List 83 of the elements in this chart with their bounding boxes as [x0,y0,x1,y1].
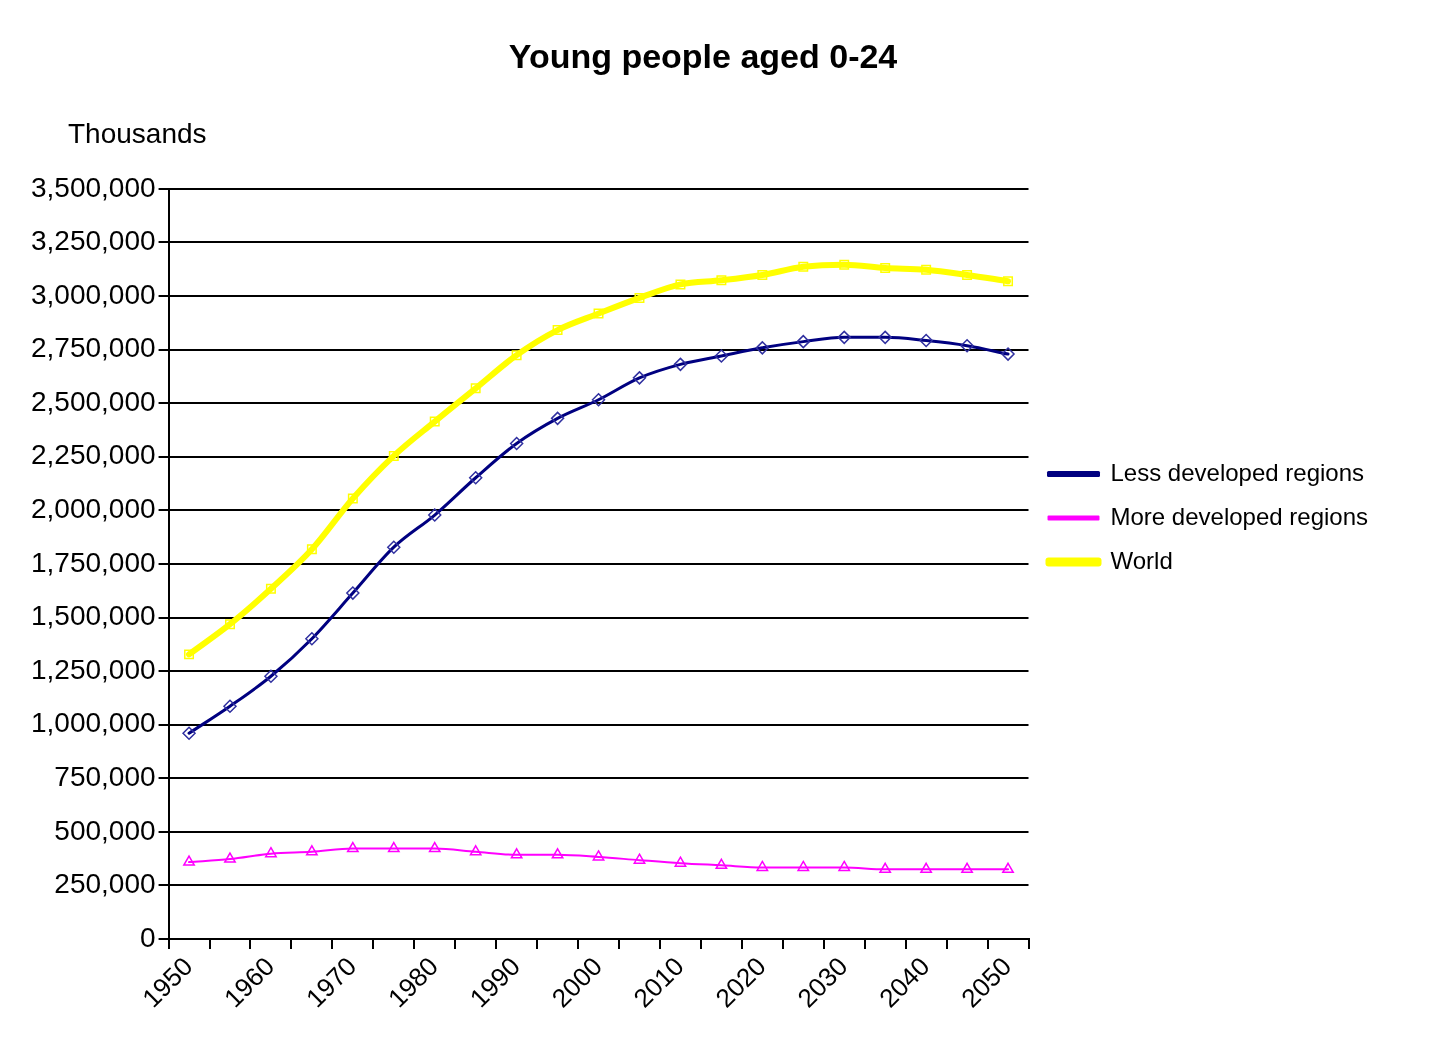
point [224,852,236,863]
y-tick-label: 750,000 [54,760,156,792]
point [960,338,974,353]
point [387,841,400,853]
point [593,308,604,319]
point [509,436,524,451]
point [265,583,276,594]
point [182,726,196,741]
point [879,862,892,874]
point [387,540,401,554]
y-tick-label: 2,500,000 [30,385,156,417]
point [714,349,729,363]
point [306,544,317,555]
point [1003,276,1014,287]
point [1001,347,1015,361]
point [552,325,563,336]
point [962,269,973,280]
y-axis-title: Thousands [68,117,207,149]
point [757,269,768,280]
point [797,860,810,872]
point [919,333,933,348]
point [1002,862,1014,874]
y-tick-label: 3,250,000 [30,225,156,257]
legend-label: More developed regions [1110,502,1368,530]
y-tick-label: 3,000,000 [30,278,156,310]
point [715,858,728,870]
point [511,350,522,361]
y-tick-label: 1,750,000 [30,546,156,578]
point [674,856,687,867]
y-tick-label: 3,500,000 [30,171,156,203]
point [839,259,850,270]
point [388,450,399,461]
point [961,862,974,874]
point [428,841,441,853]
point [470,383,481,394]
point [796,334,811,349]
point [921,264,932,275]
y-tick-label: 2,750,000 [30,332,156,364]
point [264,846,277,858]
y-tick-label: 2,250,000 [30,439,156,471]
y-tick-label: 1,250,000 [30,653,156,685]
point [633,853,646,864]
point [632,371,647,385]
point [347,493,358,504]
point [550,411,565,426]
point [468,471,483,485]
point [305,845,318,856]
point [880,262,891,273]
point [184,649,195,660]
point [878,330,892,345]
point [469,845,482,856]
point [716,275,727,286]
point [798,261,809,272]
legend-label: World [1110,546,1173,574]
point [429,416,440,427]
point [305,631,319,646]
point [346,841,359,853]
point [427,508,442,522]
point [755,341,770,355]
y-tick-label: 1,500,000 [30,600,156,632]
point [675,279,686,290]
point [920,862,933,874]
point [673,357,688,372]
point [591,392,606,407]
point [223,699,237,713]
point [225,619,235,630]
point [756,860,769,872]
y-tick-label: 1,000,000 [30,707,156,739]
point [592,850,605,861]
chart-title: Young people aged 0-24 [508,36,898,75]
point [183,855,195,866]
point [837,330,851,345]
legend-label: Less developed regions [1110,458,1365,486]
point [551,848,564,859]
y-tick-label: 250,000 [54,868,156,900]
point [838,860,851,872]
y-tick-label: 500,000 [54,814,156,846]
point [264,669,278,683]
y-tick-label: 0 [139,921,156,953]
point [634,292,645,303]
y-tick-label: 2,000,000 [30,493,156,525]
point [510,848,523,859]
point [346,586,360,600]
